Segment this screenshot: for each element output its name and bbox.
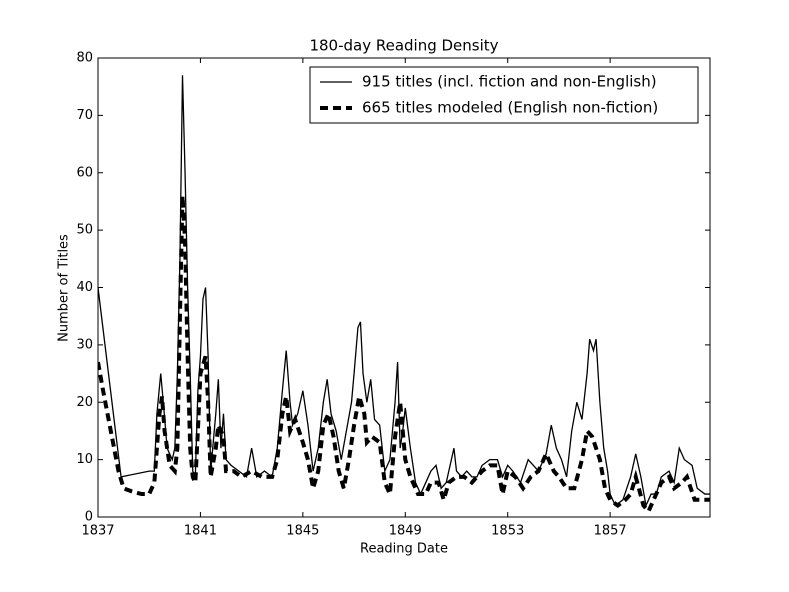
y-tick-label: 40 [76, 280, 93, 295]
x-tick-label: 1845 [286, 524, 319, 539]
y-axis-label: Number of Titles [57, 234, 72, 342]
x-tick-label: 1853 [491, 524, 524, 539]
data-line [98, 195, 710, 515]
chart-title: 180-day Reading Density [309, 37, 498, 55]
legend-label: 915 titles (incl. fiction and non-Englis… [362, 73, 657, 91]
x-tick-label: 1837 [81, 524, 114, 539]
y-tick-label: 80 [76, 51, 93, 66]
y-tick-label: 20 [76, 395, 93, 410]
x-axis-label: Reading Date [360, 542, 448, 557]
y-tick-label: 50 [76, 223, 93, 238]
legend-box [309, 66, 699, 124]
y-tick-label: 70 [76, 108, 93, 123]
x-tick-label: 1849 [389, 524, 422, 539]
y-tick-label: 10 [76, 452, 93, 467]
y-tick-label: 60 [76, 165, 93, 180]
plot-frame [97, 57, 711, 518]
x-tick-label: 1841 [184, 524, 217, 539]
data-line [98, 75, 710, 508]
y-tick-label: 0 [85, 510, 93, 525]
legend-label: 665 titles modeled (English non-fiction) [362, 99, 658, 117]
y-tick-label: 30 [76, 337, 93, 352]
x-tick-label: 1857 [594, 524, 627, 539]
